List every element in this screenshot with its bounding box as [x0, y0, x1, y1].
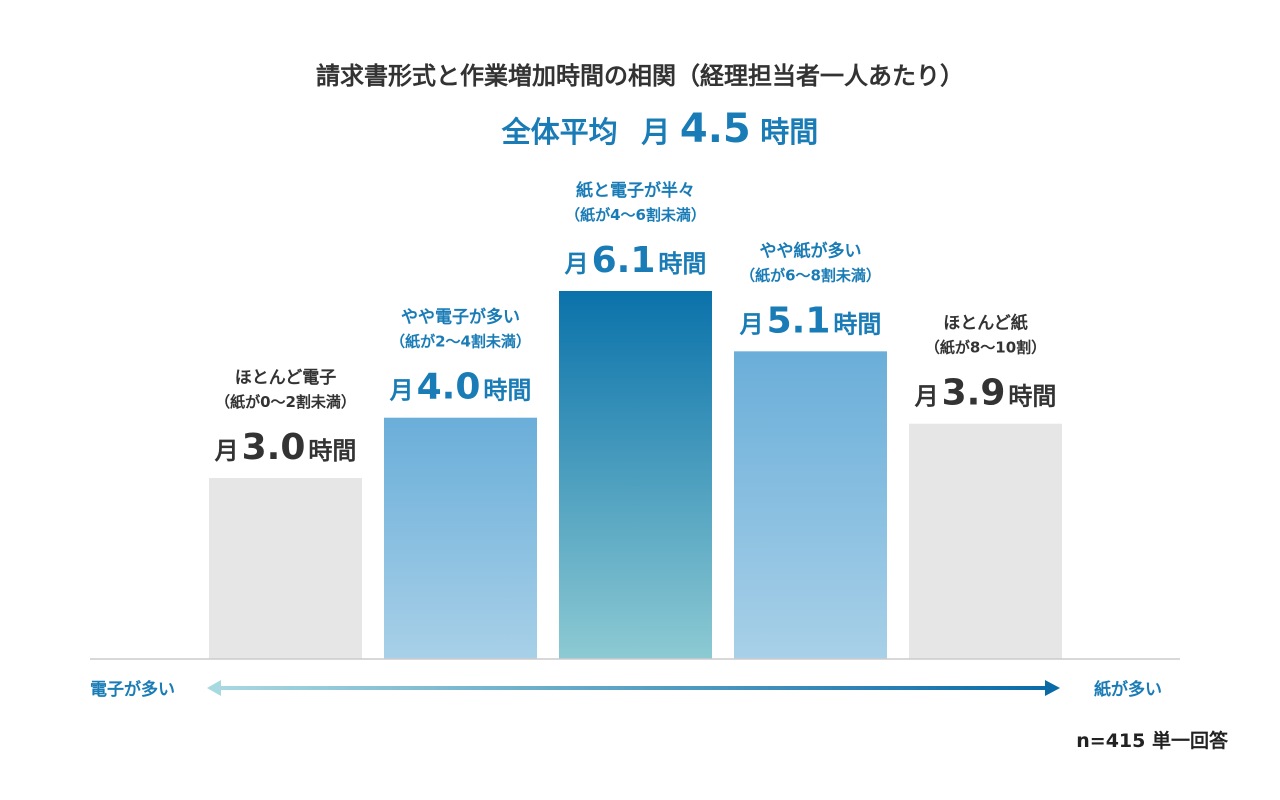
- bar-sublabel-2: （紙が2〜4割未満）: [390, 333, 531, 351]
- average-unit: 時間: [760, 115, 818, 149]
- bar-value-label-2: 月4.0 時間: [389, 367, 532, 408]
- bar-category-label-3: 紙と電子が半々: [576, 180, 695, 201]
- bar-category-label-2: やや電子が多い: [401, 307, 520, 328]
- bar-value-label-3: 月6.1 時間: [564, 240, 707, 281]
- average-prefix: 月: [640, 115, 670, 149]
- bar-value-unit-5: 時間: [1008, 383, 1056, 411]
- overall-average: 全体平均 月 4.5 時間: [501, 106, 819, 152]
- bar-2: [384, 417, 537, 659]
- average-label: 全体平均: [501, 115, 618, 149]
- bar-value-1: 3.0: [242, 427, 306, 468]
- direction-axis: 電子が多い 紙が多い: [90, 679, 1162, 700]
- bar-3: [559, 291, 712, 659]
- chart-title: 請求書形式と作業増加時間の相関（経理担当者一人あたり）: [316, 62, 964, 90]
- axis-right-label: 紙が多い: [1094, 679, 1162, 700]
- sample-note: n=415 単一回答: [1076, 729, 1229, 752]
- bar-value-prefix-5: 月: [914, 383, 939, 411]
- bar-5: [909, 423, 1062, 659]
- bar-value-prefix-1: 月: [214, 437, 239, 465]
- bars-group: 月3.0 時間（紙が0〜2割未満）ほとんど電子 月4.0 時間（紙が2〜4割未満）やや…: [209, 180, 1062, 659]
- average-value: 4.5: [680, 106, 751, 152]
- bar-sublabel-5: （紙が8〜10割）: [925, 339, 1046, 357]
- arrow-right-head: [1045, 680, 1060, 696]
- bar-category-label-5: ほとんど紙: [943, 313, 1028, 334]
- axis-left-label: 電子が多い: [90, 679, 175, 700]
- bar-category-label-4: やや紙が多い: [760, 240, 862, 261]
- bar-value-2: 4.0: [417, 367, 481, 408]
- bar-value-unit-3: 時間: [658, 250, 706, 278]
- bar-value-label-5: 月3.9 時間: [914, 373, 1057, 414]
- bar-sublabel-4: （紙が6〜8割未満）: [740, 266, 881, 284]
- bar-value-label-4: 月5.1 時間: [739, 300, 882, 341]
- bar-value-prefix-3: 月: [564, 250, 589, 278]
- bar-sublabel-3: （紙が4〜6割未満）: [565, 206, 706, 224]
- bar-1: [209, 478, 362, 659]
- bar-value-prefix-2: 月: [389, 377, 414, 405]
- bar-value-prefix-4: 月: [739, 310, 764, 338]
- bar-sublabel-1: （紙が0〜2割未満）: [215, 393, 356, 411]
- bar-4: [734, 351, 887, 659]
- bar-value-unit-1: 時間: [308, 437, 356, 465]
- arrow-left-head: [207, 680, 221, 696]
- bar-value-3: 6.1: [592, 240, 656, 281]
- bar-value-5: 3.9: [942, 373, 1006, 414]
- bar-category-label-1: ほとんど電子: [235, 368, 337, 388]
- arrow-shaft: [220, 686, 1046, 690]
- bar-value-unit-4: 時間: [833, 310, 881, 338]
- bar-value-label-1: 月3.0 時間: [214, 427, 357, 468]
- bar-value-4: 5.1: [767, 300, 831, 341]
- bar-value-unit-2: 時間: [483, 377, 531, 405]
